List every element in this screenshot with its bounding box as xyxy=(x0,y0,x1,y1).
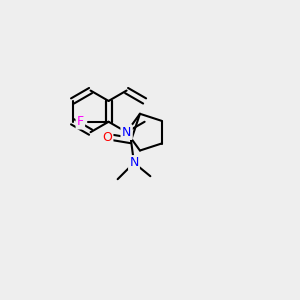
Text: N: N xyxy=(122,126,131,139)
Text: O: O xyxy=(102,131,112,144)
Text: F: F xyxy=(77,115,84,128)
Text: N: N xyxy=(122,126,131,139)
Text: N: N xyxy=(129,156,139,169)
